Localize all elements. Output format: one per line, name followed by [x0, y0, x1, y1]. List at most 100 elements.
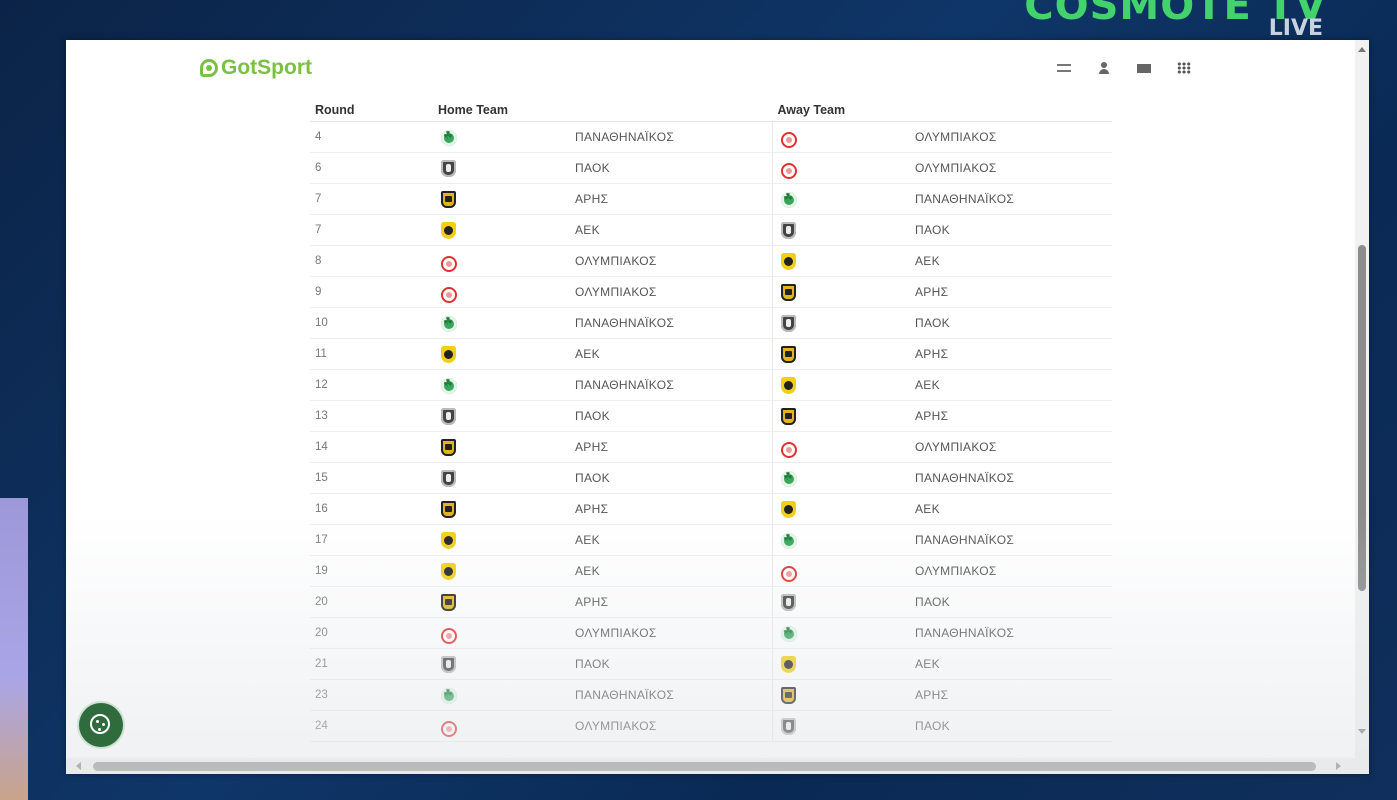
pao-crest-icon [781, 532, 797, 549]
round-cell: 13 [310, 400, 433, 432]
oly-crest-icon [781, 162, 797, 179]
table-row: 13 ΠΑΟΚ ΑΡΗΣ [310, 400, 1112, 432]
away-crest-cell [772, 276, 910, 308]
scroll-down-icon[interactable] [1358, 729, 1366, 734]
home-team-cell: ΑΕΚ [570, 555, 773, 587]
aek-crest-icon [441, 532, 456, 549]
round-cell: 20 [310, 586, 433, 618]
table-row: 12 ΠΑΝΑΘΗΝΑΪΚΟΣ ΑΕΚ [310, 369, 1112, 401]
home-team-cell: ΑΡΗΣ [570, 586, 773, 618]
aek-crest-icon [441, 346, 456, 363]
channel-logo: COSMOTE TV [1024, 0, 1327, 29]
away-crest-cell [772, 245, 910, 277]
away-crest-cell [772, 493, 910, 525]
brand-name: GotSport [221, 56, 312, 79]
round-cell: 20 [310, 617, 433, 649]
home-team-cell: ΟΛΥΜΠΙΑΚΟΣ [570, 617, 773, 649]
round-cell: 16 [310, 493, 433, 525]
home-team-cell: ΠΑΟΚ [570, 648, 773, 680]
cookie-settings-button[interactable] [79, 703, 123, 747]
column-header-round: Round [310, 98, 433, 122]
round-cell: 7 [310, 214, 433, 246]
away-team-cell: ΑΡΗΣ [910, 338, 1112, 370]
away-crest-cell [772, 462, 910, 494]
table-row: 4 ΠΑΝΑΘΗΝΑΪΚΟΣ ΟΛΥΜΠΙΑΚΟΣ [310, 121, 1112, 153]
horizontal-scrollbar[interactable] [66, 758, 1369, 774]
oly-crest-icon [781, 441, 797, 458]
away-crest-cell [772, 524, 910, 556]
away-crest-cell [772, 617, 910, 649]
home-crest-cell [433, 617, 570, 649]
scroll-up-icon[interactable] [1358, 47, 1366, 52]
horizontal-scroll-thumb[interactable] [93, 762, 1316, 771]
aris-crest-icon [781, 284, 796, 301]
home-team-cell: ΑΡΗΣ [570, 183, 773, 215]
away-team-cell: ΑΕΚ [910, 648, 1112, 680]
home-crest-cell [433, 245, 570, 277]
aek-crest-icon [781, 377, 796, 394]
aris-crest-icon [781, 687, 796, 704]
home-team-cell: ΠΑΟΚ [570, 400, 773, 432]
round-cell: 9 [310, 276, 433, 308]
mail-icon[interactable] [1137, 64, 1151, 73]
gotsport-logo[interactable]: GotSport [200, 56, 312, 80]
away-team-cell: ΑΡΗΣ [910, 679, 1112, 711]
scroll-left-icon[interactable] [76, 762, 81, 770]
away-team-cell: ΑΡΗΣ [910, 276, 1112, 308]
sliders-icon[interactable] [1057, 64, 1071, 72]
table-row: 19 ΑΕΚ ΟΛΥΜΠΙΑΚΟΣ [310, 555, 1112, 587]
away-team-cell: ΑΕΚ [910, 369, 1112, 401]
table-row: 21 ΠΑΟΚ ΑΕΚ [310, 648, 1112, 680]
paok-crest-icon [441, 656, 456, 673]
paok-crest-icon [781, 222, 796, 239]
vertical-scrollbar[interactable] [1355, 40, 1369, 762]
round-cell: 6 [310, 152, 433, 184]
apps-grid-icon[interactable] [1177, 62, 1191, 74]
home-team-cell: ΑΕΚ [570, 524, 773, 556]
pao-crest-icon [781, 625, 797, 642]
pao-crest-icon [781, 191, 797, 208]
home-team-cell: ΑΡΗΣ [570, 431, 773, 463]
home-crest-cell [433, 369, 570, 401]
channel-live-label: LIVE [1268, 16, 1323, 41]
away-team-cell: ΑΡΗΣ [910, 400, 1112, 432]
paok-crest-icon [441, 160, 456, 177]
table-row: 7 ΑΡΗΣ ΠΑΝΑΘΗΝΑΪΚΟΣ [310, 183, 1112, 215]
aris-crest-icon [441, 594, 456, 611]
away-team-cell: ΑΕΚ [910, 245, 1112, 277]
browser-window: GotSport Round Home Team Away Team 4 ΠΑΝΑ… [66, 40, 1369, 774]
oly-crest-icon [781, 131, 797, 148]
column-header-away: Away Team [772, 98, 1112, 122]
vertical-scroll-thumb[interactable] [1358, 245, 1366, 591]
round-cell: 21 [310, 648, 433, 680]
pao-crest-icon [441, 687, 457, 704]
away-crest-cell [772, 648, 910, 680]
away-team-cell: ΑΕΚ [910, 493, 1112, 525]
table-row: 20 ΟΛΥΜΠΙΑΚΟΣ ΠΑΝΑΘΗΝΑΪΚΟΣ [310, 617, 1112, 649]
user-icon[interactable] [1097, 62, 1111, 74]
round-cell: 4 [310, 121, 433, 153]
paok-crest-icon [781, 315, 796, 332]
home-team-cell: ΠΑΝΑΘΗΝΑΪΚΟΣ [570, 679, 773, 711]
fixtures-table: Round Home Team Away Team 4ΠΑΝΑΘΗΝΑΪΚΟΣΟ… [310, 98, 1112, 742]
home-team-cell: ΑΕΚ [570, 214, 773, 246]
home-team-cell: ΠΑΝΑΘΗΝΑΪΚΟΣ [570, 307, 773, 339]
home-crest-cell [433, 276, 570, 308]
table-row: 11 ΑΕΚ ΑΡΗΣ [310, 338, 1112, 370]
scroll-right-icon[interactable] [1336, 762, 1341, 770]
aris-crest-icon [781, 346, 796, 363]
table-row: 6 ΠΑΟΚ ΟΛΥΜΠΙΑΚΟΣ [310, 152, 1112, 184]
home-crest-cell [433, 555, 570, 587]
aek-crest-icon [781, 253, 796, 270]
home-crest-cell [433, 679, 570, 711]
oly-crest-icon [441, 627, 457, 644]
home-team-cell: ΠΑΟΚ [570, 152, 773, 184]
home-team-cell: ΟΛΥΜΠΙΑΚΟΣ [570, 245, 773, 277]
away-crest-cell [772, 586, 910, 618]
table-row: 16 ΑΡΗΣ ΑΕΚ [310, 493, 1112, 525]
aris-crest-icon [781, 408, 796, 425]
home-crest-cell [433, 493, 570, 525]
away-team-cell: ΠΑΟΚ [910, 214, 1112, 246]
away-crest-cell [772, 183, 910, 215]
away-team-cell: ΟΛΥΜΠΙΑΚΟΣ [910, 555, 1112, 587]
